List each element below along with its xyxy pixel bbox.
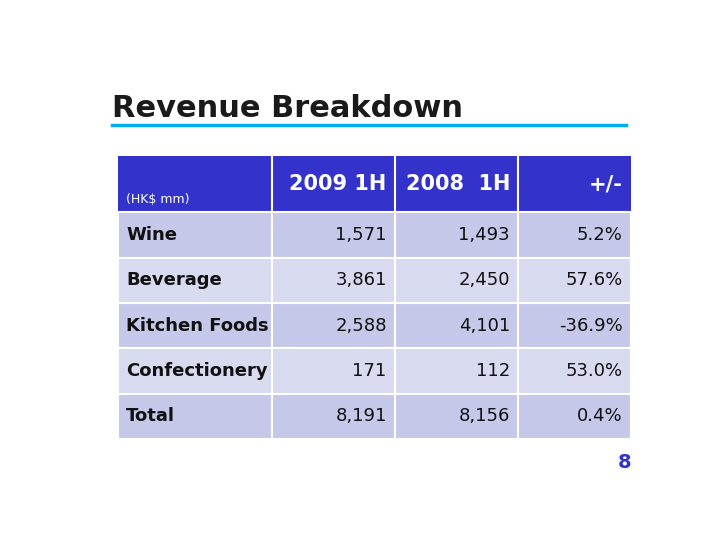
FancyBboxPatch shape: [118, 212, 631, 258]
FancyBboxPatch shape: [118, 303, 631, 348]
Text: 1,493: 1,493: [459, 226, 510, 244]
Text: 8: 8: [618, 453, 631, 472]
Text: 5.2%: 5.2%: [577, 226, 623, 244]
FancyBboxPatch shape: [118, 258, 631, 303]
Text: 2009 1H: 2009 1H: [289, 174, 387, 194]
FancyBboxPatch shape: [118, 348, 631, 394]
Text: Confectionery: Confectionery: [126, 362, 268, 380]
Text: -36.9%: -36.9%: [559, 317, 623, 335]
Text: Wine: Wine: [126, 226, 177, 244]
Text: 2,588: 2,588: [336, 317, 387, 335]
Text: 112: 112: [476, 362, 510, 380]
Text: 0.4%: 0.4%: [577, 407, 623, 426]
Text: Kitchen Foods: Kitchen Foods: [126, 317, 269, 335]
Text: 2,450: 2,450: [459, 272, 510, 289]
Text: 53.0%: 53.0%: [566, 362, 623, 380]
Text: 3,861: 3,861: [336, 272, 387, 289]
Text: 2008  1H: 2008 1H: [405, 174, 510, 194]
Text: 1,571: 1,571: [336, 226, 387, 244]
Text: Total: Total: [126, 407, 175, 426]
Text: 8,191: 8,191: [336, 407, 387, 426]
FancyBboxPatch shape: [118, 156, 631, 212]
Text: (HK$ mm): (HK$ mm): [126, 193, 190, 206]
Text: +/-: +/-: [589, 174, 623, 194]
Text: 57.6%: 57.6%: [566, 272, 623, 289]
FancyBboxPatch shape: [118, 394, 631, 439]
Text: 171: 171: [353, 362, 387, 380]
Text: 4,101: 4,101: [459, 317, 510, 335]
Text: Beverage: Beverage: [126, 272, 222, 289]
Text: Revenue Breakdown: Revenue Breakdown: [112, 94, 464, 123]
Text: 8,156: 8,156: [459, 407, 510, 426]
